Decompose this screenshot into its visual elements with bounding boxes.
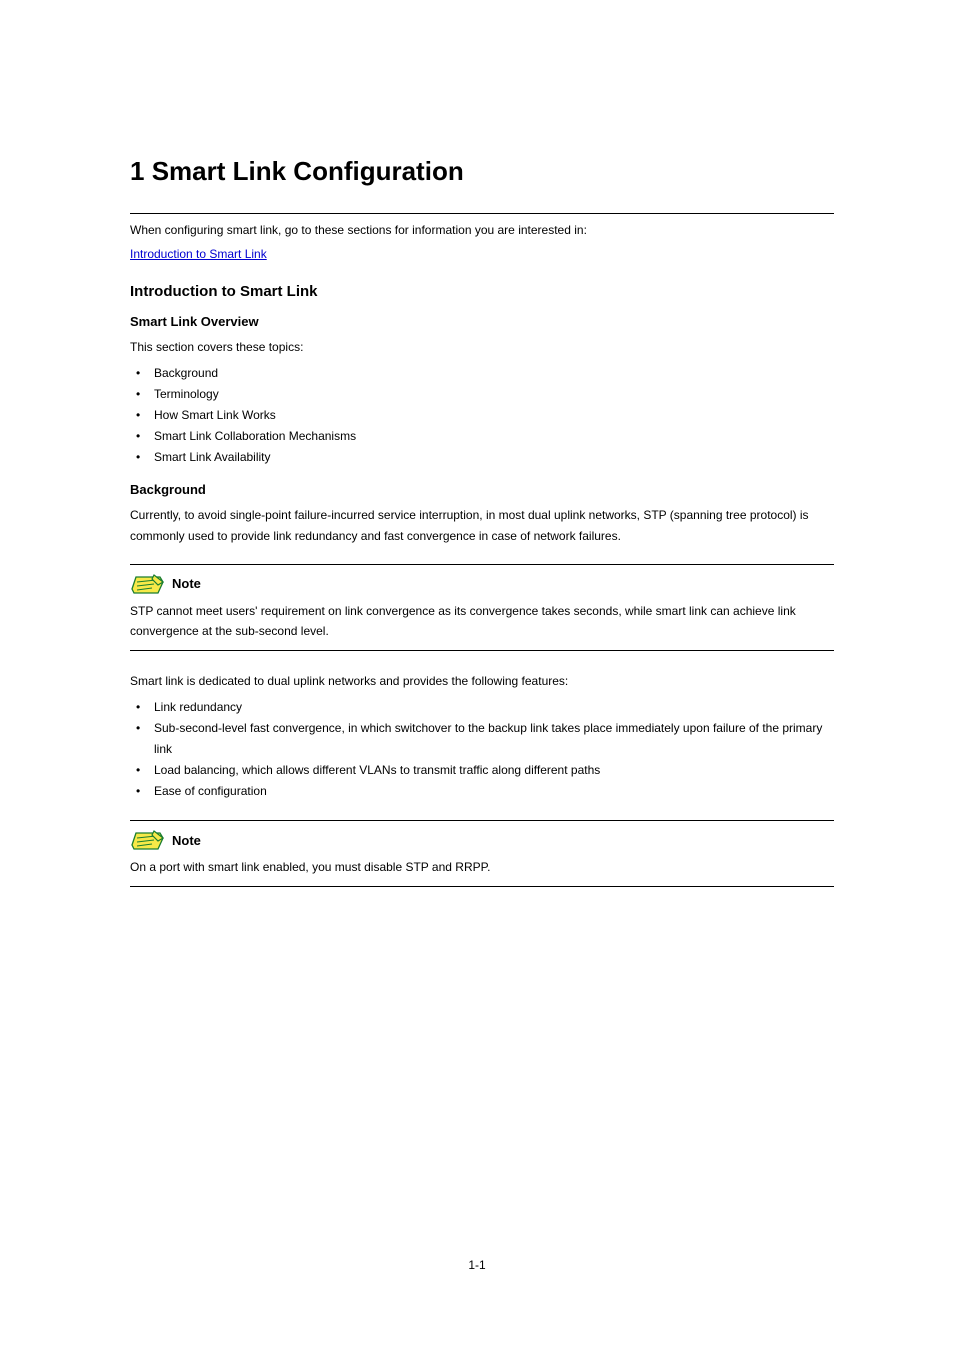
list-item: Ease of configuration xyxy=(154,781,834,802)
list-item: Terminology xyxy=(154,384,834,405)
overview-heading: Smart Link Overview xyxy=(130,314,834,329)
note-rule-bottom xyxy=(130,886,834,887)
note-icon xyxy=(130,573,164,595)
note-body: STP cannot meet users' requirement on li… xyxy=(130,601,834,642)
list-item: Background xyxy=(154,363,834,384)
list-item: Link redundancy xyxy=(154,697,834,718)
list-item: Load balancing, which allows different V… xyxy=(154,760,834,781)
features-lead-in: Smart link is dedicated to dual uplink n… xyxy=(130,671,834,691)
note-rule-bottom xyxy=(130,650,834,651)
note-label: Note xyxy=(172,576,201,591)
note-box: Note On a port with smart link enabled, … xyxy=(130,820,834,886)
note-label: Note xyxy=(172,833,201,848)
note-body: On a port with smart link enabled, you m… xyxy=(130,857,834,877)
background-para1: Currently, to avoid single-point failure… xyxy=(130,505,834,546)
note-rule-top xyxy=(130,564,834,565)
note-rule-top xyxy=(130,820,834,821)
list-item: Sub-second-level fast convergence, in wh… xyxy=(154,718,834,760)
list-item: Smart Link Collaboration Mechanisms xyxy=(154,426,834,447)
features-bullets: Link redundancy Sub-second-level fast co… xyxy=(154,697,834,802)
chapter-title-text: Smart Link Configuration xyxy=(152,156,464,186)
list-item: How Smart Link Works xyxy=(154,405,834,426)
page-number: 1-1 xyxy=(0,1258,954,1272)
overview-bullets: Background Terminology How Smart Link Wo… xyxy=(154,363,834,468)
top-rule xyxy=(130,213,834,214)
note-head: Note xyxy=(130,829,834,851)
chapter-number: 1 xyxy=(130,156,144,186)
intro-link[interactable]: Introduction to Smart Link xyxy=(130,247,267,261)
note-head: Note xyxy=(130,573,834,595)
note-icon xyxy=(130,829,164,851)
overview-lead-in: This section covers these topics: xyxy=(130,337,834,357)
chapter-title: 1 Smart Link Configuration xyxy=(130,156,834,187)
intro-link-line: Introduction to Smart Link xyxy=(130,244,834,264)
background-heading: Background xyxy=(130,482,834,497)
list-item: Smart Link Availability xyxy=(154,447,834,468)
note-box: Note STP cannot meet users' requirement … xyxy=(130,564,834,651)
intro-line: When configuring smart link, go to these… xyxy=(130,220,834,240)
section-intro-heading: Introduction to Smart Link xyxy=(130,283,834,300)
page-root: 1 Smart Link Configuration When configur… xyxy=(0,0,954,1300)
